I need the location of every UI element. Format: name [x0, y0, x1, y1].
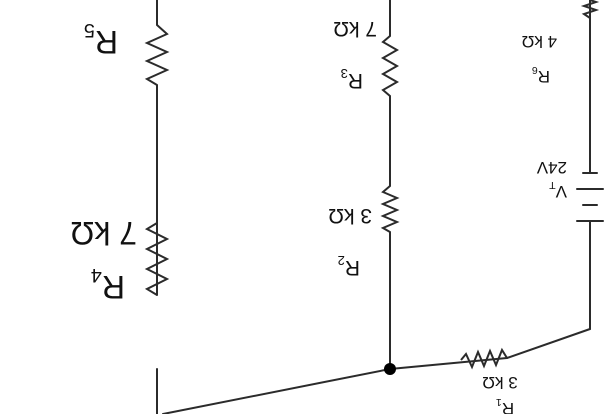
r5-label: R5 [84, 19, 118, 60]
battery-vt [576, 158, 604, 222]
r3-resistor [380, 35, 400, 97]
r3-label: R3 [341, 66, 363, 92]
r3-value: 7 kΩ [333, 17, 377, 40]
circuit-rotated-group: 3 kΩ R1 VT 24V 4 kΩ R6 3 kΩ R2 R3 7 kΩ R… [70, 0, 604, 414]
r6-label: R6 [532, 64, 550, 86]
bottom-wire-node [162, 368, 391, 414]
r6-value: 4 kΩ [522, 32, 557, 51]
vt-value: 24V [536, 158, 567, 177]
vt-label: VT [549, 179, 567, 201]
junction-node [384, 363, 396, 375]
r2-resistor [380, 185, 400, 233]
r1-resistor [460, 347, 508, 370]
r4-value: 7 kΩ [70, 215, 137, 251]
bottom-wire-right [389, 357, 508, 370]
r2-value: 3 kΩ [328, 204, 372, 227]
r1-value: 3 kΩ [482, 373, 517, 392]
wires [156, 0, 591, 414]
r4-resistor [144, 222, 170, 296]
r2-label: R2 [338, 253, 360, 279]
r4-label: R4 [91, 264, 125, 305]
r5-resistor [144, 24, 170, 86]
bottom-wire-left [506, 328, 591, 359]
r1-label: R1 [496, 396, 514, 414]
r6-resistor [580, 0, 600, 19]
